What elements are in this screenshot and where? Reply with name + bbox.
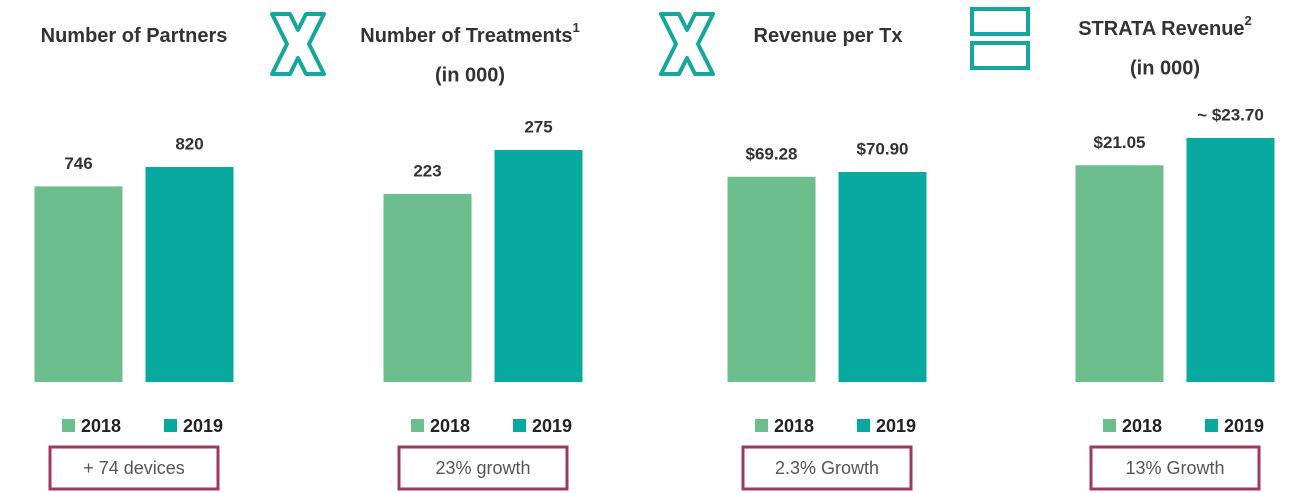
- title-text: Revenue per Tx: [754, 25, 903, 47]
- legend-swatch: [411, 419, 424, 432]
- data-label: $69.28: [746, 144, 798, 163]
- data-label: $21.05: [1094, 133, 1146, 152]
- legend-label: 2018: [1122, 416, 1162, 436]
- bar: [1075, 165, 1164, 382]
- times-icon: [659, 12, 715, 76]
- annotation: 2.3% Growth: [775, 458, 879, 478]
- equals-icon: [970, 7, 1030, 70]
- legend-swatch: [755, 419, 768, 432]
- legend-swatch: [1205, 419, 1218, 432]
- bar: [838, 172, 927, 382]
- legend-label: 2019: [532, 416, 572, 436]
- data-label: 275: [524, 117, 552, 136]
- legend-swatch: [164, 419, 177, 432]
- legend-label: 2019: [876, 416, 916, 436]
- bar: [494, 150, 583, 382]
- data-label: 223: [413, 161, 441, 180]
- legend-label: 2019: [183, 416, 223, 436]
- bar: [383, 193, 472, 382]
- bar: [34, 186, 123, 382]
- chart-title: STRATA Revenue2: [1078, 13, 1252, 40]
- chart-title: Revenue per Tx: [754, 25, 903, 47]
- title-text: Number of Treatments: [360, 25, 572, 47]
- bar: [727, 176, 816, 382]
- legend-label: 2018: [430, 416, 470, 436]
- data-label: $70.90: [857, 139, 909, 158]
- annotation-box: [741, 445, 913, 491]
- bar: [145, 167, 234, 382]
- legend-swatch: [513, 419, 526, 432]
- legend-label: 2019: [1224, 416, 1264, 436]
- title-text: STRATA Revenue: [1078, 18, 1244, 40]
- data-label: 746: [64, 154, 92, 173]
- data-label: 820: [175, 134, 203, 153]
- title-text: Number of Partners: [41, 25, 228, 47]
- annotation: + 74 devices: [83, 458, 185, 478]
- chart-title: Number of Partners: [41, 25, 228, 47]
- legend-swatch: [857, 419, 870, 432]
- annotation-box: [397, 445, 569, 491]
- legend-label: 2018: [774, 416, 814, 436]
- bar: [1186, 138, 1275, 382]
- annotation: 23% growth: [435, 458, 530, 478]
- legend-swatch: [62, 419, 75, 432]
- annotation-box: [1089, 445, 1261, 491]
- title-note: 1: [573, 20, 580, 35]
- legend-swatch: [1103, 419, 1116, 432]
- data-label: ~ $23.70: [1197, 105, 1264, 124]
- legend-label: 2018: [81, 416, 121, 436]
- chart-subtitle: (in 000): [435, 64, 505, 86]
- chart-title: Number of Treatments1: [360, 20, 580, 47]
- chart-subtitle: (in 000): [1130, 57, 1200, 79]
- annotation-box: [48, 445, 220, 491]
- annotation: 13% Growth: [1125, 458, 1224, 478]
- times-icon: [270, 12, 326, 76]
- title-note: 2: [1245, 13, 1252, 28]
